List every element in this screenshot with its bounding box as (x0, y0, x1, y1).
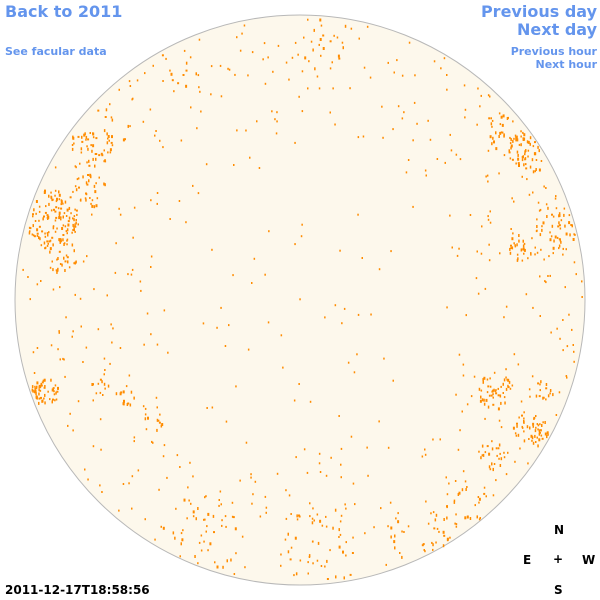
magnetic-region-marks (22, 18, 583, 580)
next-hour-link[interactable]: Next hour (535, 58, 598, 71)
next-day-link[interactable]: Next day (517, 20, 597, 39)
back-to-year-link[interactable]: Back to 2011 (5, 2, 123, 21)
compass-south-label: S (554, 583, 563, 597)
compass-north-label: N (554, 523, 565, 537)
compass-center-mark: + (553, 552, 564, 566)
compass-east-label: E (523, 553, 532, 567)
observation-timestamp: 2011-12-17T18:58:56 (5, 583, 150, 597)
compass-west-label: W (582, 553, 596, 567)
previous-day-link[interactable]: Previous day (480, 2, 597, 21)
see-facular-data-link[interactable]: See facular data (5, 45, 107, 58)
previous-hour-link[interactable]: Previous hour (510, 45, 597, 58)
